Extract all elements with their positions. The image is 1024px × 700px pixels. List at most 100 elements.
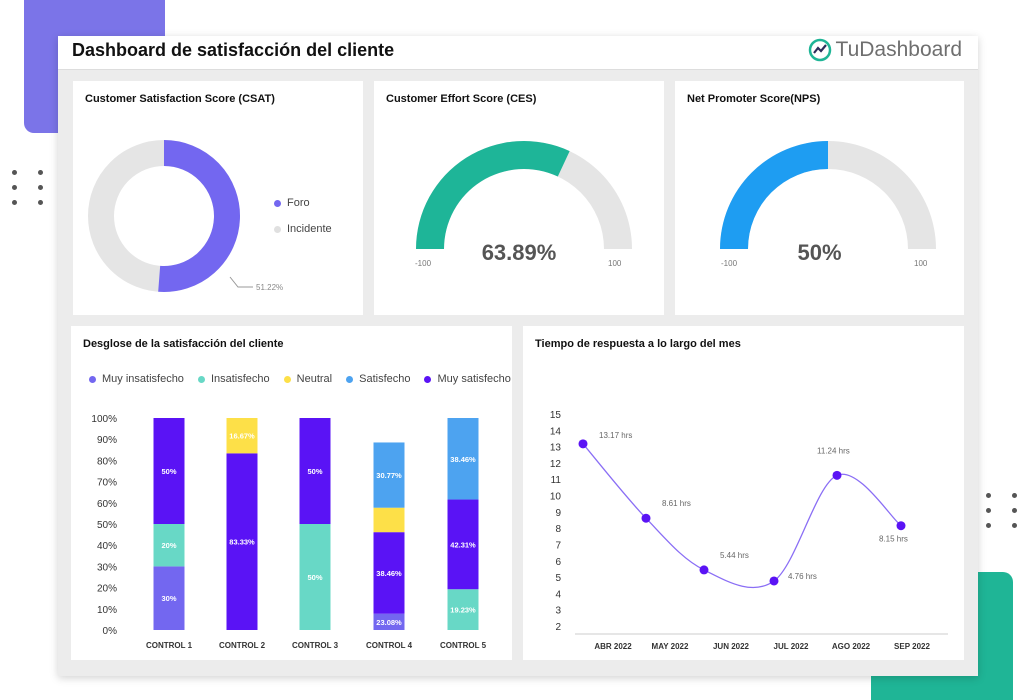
breakdown-legend: Muy insatisfecho Insatisfecho Neutral Sa… bbox=[89, 373, 511, 385]
y-tick-label: 30% bbox=[97, 562, 117, 573]
legend-label: Insatisfecho bbox=[210, 373, 270, 385]
legend-muy-satisfecho: Muy satisfecho bbox=[424, 373, 511, 385]
legend-foro-label: Foro bbox=[287, 197, 310, 209]
legend-dot-icon bbox=[274, 199, 281, 207]
ces-card: Customer Effort Score (CES) 63.89% -100 … bbox=[374, 81, 664, 315]
decor-dots-right bbox=[986, 493, 1024, 528]
csat-card: Customer Satisfaction Score (CSAT) 51.22… bbox=[73, 81, 363, 315]
legend-dot-icon bbox=[274, 225, 281, 233]
donut-foro-arc bbox=[158, 140, 240, 292]
response-card: Tiempo de respuesta a lo largo del mes 2… bbox=[523, 326, 964, 660]
bar-value-label: 23.08% bbox=[376, 618, 402, 627]
legend-label: Muy satisfecho bbox=[437, 373, 511, 385]
bar-value-label: 20% bbox=[161, 541, 176, 550]
data-point bbox=[578, 439, 588, 449]
bar-value-label: 38.46% bbox=[376, 569, 402, 578]
ces-gauge bbox=[416, 141, 632, 249]
bar-value-label: 83.33% bbox=[229, 538, 255, 547]
decor-dots-left bbox=[12, 170, 52, 205]
bar-value-label: 42.31% bbox=[450, 540, 476, 549]
x-category-label: MAY 2022 bbox=[652, 642, 689, 651]
bar-segment bbox=[447, 589, 479, 630]
x-category-label: CONTROL 5 bbox=[440, 641, 487, 650]
ces-max-label: 100 bbox=[608, 259, 622, 268]
legend-incidente-label: Incidente bbox=[287, 223, 332, 235]
bar-segment bbox=[226, 453, 258, 630]
y-tick-label: 6 bbox=[555, 557, 561, 568]
y-tick-label: 2 bbox=[555, 622, 561, 633]
legend-foro: Foro bbox=[274, 197, 332, 209]
y-tick-label: 14 bbox=[550, 426, 562, 437]
brand-name: TuDashboard bbox=[835, 38, 962, 61]
ces-gauge-fill bbox=[416, 141, 570, 249]
csat-legend: Foro Incidente bbox=[274, 197, 332, 235]
response-line-chart: 2 3 4 5 6 7 8 9 10 11 12 13 14 15 13.17 hrs ABR 2022 8.6… bbox=[550, 410, 948, 651]
y-tick-label: 3 bbox=[555, 606, 561, 617]
bar-value-label: 30.77% bbox=[376, 471, 402, 480]
y-tick-label: 90% bbox=[97, 435, 117, 446]
y-tick-label: 13 bbox=[550, 443, 562, 454]
bar-segment bbox=[447, 418, 479, 500]
legend-incidente: Incidente bbox=[274, 223, 332, 235]
logo-icon bbox=[808, 38, 831, 62]
y-tick-label: 40% bbox=[97, 541, 117, 552]
y-tick-label: 8 bbox=[555, 524, 561, 535]
nps-min-label: -100 bbox=[721, 259, 738, 268]
bar-segment bbox=[447, 499, 479, 590]
x-category-label: CONTROL 2 bbox=[219, 641, 266, 650]
bar-segment bbox=[373, 507, 405, 533]
legend-dot-icon bbox=[424, 375, 432, 383]
bar-segment bbox=[153, 524, 185, 567]
data-point bbox=[896, 521, 906, 531]
y-tick-label: 100% bbox=[91, 414, 117, 425]
point-value-label: 8.61 hrs bbox=[662, 499, 691, 508]
legend-label: Neutral bbox=[296, 373, 333, 385]
legend-label: Muy insatisfecho bbox=[102, 373, 184, 385]
breakdown-card: Desglose de la satisfacción del cliente … bbox=[71, 326, 512, 660]
x-category-label: CONTROL 3 bbox=[292, 641, 339, 650]
legend-insatisfecho: Insatisfecho bbox=[197, 373, 270, 385]
point-value-label: 5.44 hrs bbox=[720, 551, 749, 560]
bar-value-label: 50% bbox=[307, 573, 322, 582]
y-tick-label: 10% bbox=[97, 605, 117, 616]
brand-logo[interactable]: TuDashboard bbox=[808, 38, 962, 62]
legend-muy-insatisfecho: Muy insatisfecho bbox=[89, 373, 184, 385]
legend-dot-icon bbox=[283, 375, 291, 383]
y-tick-label: 12 bbox=[550, 459, 562, 470]
csat-donut-chart: 51.22% bbox=[88, 140, 283, 292]
x-category-label: JUN 2022 bbox=[713, 642, 750, 651]
x-category-label: JUL 2022 bbox=[774, 642, 810, 651]
data-point bbox=[832, 470, 842, 480]
point-value-label: 4.76 hrs bbox=[788, 572, 817, 581]
nps-max-label: 100 bbox=[914, 259, 928, 268]
y-tick-label: 20% bbox=[97, 584, 117, 595]
csat-title: Customer Satisfaction Score (CSAT) bbox=[85, 93, 275, 105]
nps-gauge bbox=[720, 141, 936, 249]
x-category-label: CONTROL 4 bbox=[366, 641, 413, 650]
bar-segment bbox=[226, 418, 258, 454]
y-tick-label: 4 bbox=[555, 589, 561, 600]
breakdown-title: Desglose de la satisfacción del cliente bbox=[83, 338, 284, 350]
bar-value-label: 38.46% bbox=[450, 455, 476, 464]
y-tick-label: 5 bbox=[555, 573, 561, 584]
x-category-label: AGO 2022 bbox=[832, 642, 871, 651]
x-category-label: ABR 2022 bbox=[594, 642, 632, 651]
y-tick-label: 80% bbox=[97, 456, 117, 467]
bar-value-label: 50% bbox=[307, 467, 322, 476]
ces-value: 63.89% bbox=[481, 240, 557, 265]
legend-satisfecho: Satisfecho bbox=[346, 373, 410, 385]
page-title: Dashboard de satisfacción del cliente bbox=[72, 40, 395, 60]
legend-dot-icon bbox=[89, 375, 96, 383]
nps-gauge-fill bbox=[720, 141, 828, 249]
dashboard-frame: Dashboard de satisfacción del cliente Tu… bbox=[58, 36, 978, 676]
nps-title: Net Promoter Score(NPS) bbox=[687, 93, 821, 105]
y-tick-label: 11 bbox=[551, 475, 562, 486]
bar-segment bbox=[153, 566, 185, 630]
bar-value-label: 19.23% bbox=[450, 606, 476, 615]
y-tick-label: 60% bbox=[97, 499, 117, 510]
bar-segment bbox=[153, 418, 185, 524]
y-tick-label: 10 bbox=[550, 492, 562, 503]
y-tick-label: 7 bbox=[555, 540, 561, 551]
bar-value-label: 50% bbox=[161, 467, 176, 476]
bar-value-label: 30% bbox=[161, 594, 176, 603]
